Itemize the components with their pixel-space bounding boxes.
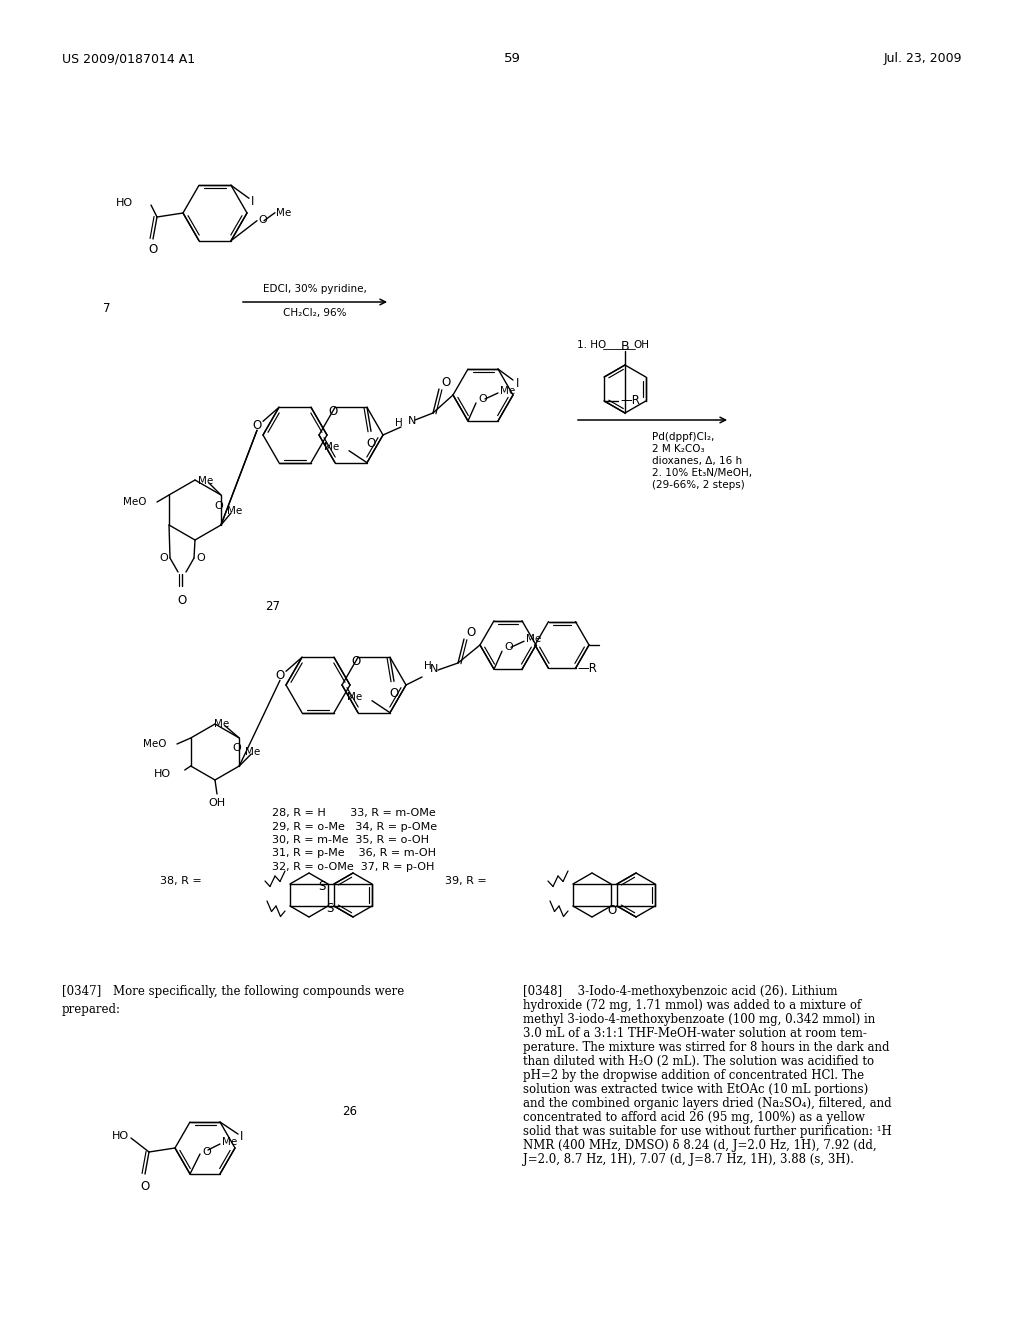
Text: and the combined organic layers dried (Na₂SO₄), filtered, and: and the combined organic layers dried (N… (523, 1097, 892, 1110)
Text: (29-66%, 2 steps): (29-66%, 2 steps) (652, 480, 744, 490)
Text: HO: HO (154, 770, 171, 779)
Text: Me: Me (526, 634, 542, 644)
Text: O: O (232, 743, 242, 752)
Text: HO: HO (112, 1131, 129, 1140)
Text: 7: 7 (103, 302, 111, 315)
Text: O: O (177, 594, 186, 607)
Text: [0347] More specifically, the following compounds were
prepared:: [0347] More specifically, the following … (62, 985, 404, 1016)
Text: Me: Me (246, 747, 260, 756)
Text: than diluted with H₂O (2 mL). The solution was acidified to: than diluted with H₂O (2 mL). The soluti… (523, 1055, 874, 1068)
Text: O: O (351, 655, 360, 668)
Text: O: O (202, 1147, 211, 1158)
Text: O: O (389, 688, 398, 701)
Text: HO: HO (116, 198, 133, 209)
Text: pH=2 by the dropwise addition of concentrated HCl. The: pH=2 by the dropwise addition of concent… (523, 1069, 864, 1082)
Text: J=2.0, 8.7 Hz, 1H), 7.07 (d, J=8.7 Hz, 1H), 3.88 (s, 3H).: J=2.0, 8.7 Hz, 1H), 7.07 (d, J=8.7 Hz, 1… (523, 1152, 854, 1166)
Text: 1. HO: 1. HO (577, 341, 606, 350)
Text: O: O (329, 405, 338, 418)
Text: S: S (318, 879, 326, 892)
Text: Me: Me (347, 692, 362, 702)
Text: Me: Me (324, 442, 339, 451)
Text: Me: Me (500, 385, 515, 396)
Text: 31, R = p-Me    36, R = m-OH: 31, R = p-Me 36, R = m-OH (272, 849, 436, 858)
Text: perature. The mixture was stirred for 8 hours in the dark and: perature. The mixture was stirred for 8 … (523, 1041, 890, 1053)
Text: Me: Me (276, 207, 291, 218)
Text: NMR (400 MHz, DMSO) δ 8.24 (d, J=2.0 Hz, 1H), 7.92 (dd,: NMR (400 MHz, DMSO) δ 8.24 (d, J=2.0 Hz,… (523, 1139, 877, 1152)
Text: OH: OH (209, 799, 225, 808)
Text: 29, R = o-Me   34, R = p-OMe: 29, R = o-Me 34, R = p-OMe (272, 821, 437, 832)
Text: Pd(dppf)Cl₂,: Pd(dppf)Cl₂, (652, 432, 715, 442)
Text: Me: Me (227, 506, 243, 516)
Text: O: O (504, 643, 513, 652)
Text: O: O (252, 418, 261, 432)
Text: O: O (275, 669, 285, 682)
Text: O: O (258, 215, 266, 224)
Text: I: I (240, 1130, 244, 1143)
Text: MeO: MeO (123, 498, 146, 507)
Text: O: O (478, 393, 486, 404)
Text: Me: Me (214, 719, 229, 729)
Text: O: O (215, 502, 223, 511)
Text: [0348]  3-Iodo-4-methoxybenzoic acid (26). Lithium: [0348] 3-Iodo-4-methoxybenzoic acid (26)… (523, 985, 838, 998)
Text: O: O (367, 437, 376, 450)
Text: 2 M K₂CO₃: 2 M K₂CO₃ (652, 444, 705, 454)
Text: 59: 59 (504, 51, 520, 65)
Text: I: I (516, 376, 519, 389)
Text: solution was extracted twice with EtOAc (10 mL portions): solution was extracted twice with EtOAc … (523, 1082, 868, 1096)
Text: CH₂Cl₂, 96%: CH₂Cl₂, 96% (284, 308, 347, 318)
Text: H: H (424, 661, 432, 671)
Text: —R: —R (621, 395, 640, 408)
Text: methyl 3-iodo-4-methoxybenzoate (100 mg, 0.342 mmol) in: methyl 3-iodo-4-methoxybenzoate (100 mg,… (523, 1012, 876, 1026)
Text: O: O (607, 903, 616, 916)
Text: solid that was suitable for use without further purification: ¹H: solid that was suitable for use without … (523, 1125, 892, 1138)
Text: O: O (441, 376, 451, 389)
Text: O: O (466, 627, 475, 639)
Text: 26: 26 (342, 1105, 357, 1118)
Text: US 2009/0187014 A1: US 2009/0187014 A1 (62, 51, 196, 65)
Text: 3.0 mL of a 3:1:1 THF-MeOH-water solution at room tem-: 3.0 mL of a 3:1:1 THF-MeOH-water solutio… (523, 1027, 867, 1040)
Text: N: N (408, 416, 417, 426)
Text: N: N (430, 664, 438, 675)
Text: 30, R = m-Me  35, R = o-OH: 30, R = m-Me 35, R = o-OH (272, 836, 429, 845)
Text: 27: 27 (265, 601, 280, 612)
Text: OH: OH (633, 341, 649, 350)
Text: —R: —R (578, 661, 597, 675)
Text: Me: Me (222, 1137, 238, 1147)
Text: EDCl, 30% pyridine,: EDCl, 30% pyridine, (263, 284, 367, 294)
Text: 32, R = o-OMe  37, R = p-OH: 32, R = o-OMe 37, R = p-OH (272, 862, 434, 873)
Text: MeO: MeO (143, 739, 167, 748)
Text: 2. 10% Et₃N/MeOH,: 2. 10% Et₃N/MeOH, (652, 469, 752, 478)
Text: hydroxide (72 mg, 1.71 mmol) was added to a mixture of: hydroxide (72 mg, 1.71 mmol) was added t… (523, 999, 861, 1012)
Text: O: O (148, 243, 158, 256)
Text: concentrated to afford acid 26 (95 mg, 100%) as a yellow: concentrated to afford acid 26 (95 mg, 1… (523, 1111, 865, 1125)
Text: 28, R = H       33, R = m-OMe: 28, R = H 33, R = m-OMe (272, 808, 436, 818)
Text: B: B (621, 341, 630, 354)
Text: I: I (251, 195, 254, 207)
Text: O: O (160, 553, 168, 564)
Text: O: O (140, 1180, 150, 1193)
Text: 38, R =: 38, R = (160, 876, 202, 886)
Text: O: O (196, 553, 205, 564)
Text: H: H (395, 418, 403, 428)
Text: Jul. 23, 2009: Jul. 23, 2009 (884, 51, 962, 65)
Text: Me: Me (198, 477, 213, 486)
Text: S: S (327, 902, 334, 915)
Text: dioxanes, Δ, 16 h: dioxanes, Δ, 16 h (652, 455, 742, 466)
Text: 39, R =: 39, R = (445, 876, 486, 886)
